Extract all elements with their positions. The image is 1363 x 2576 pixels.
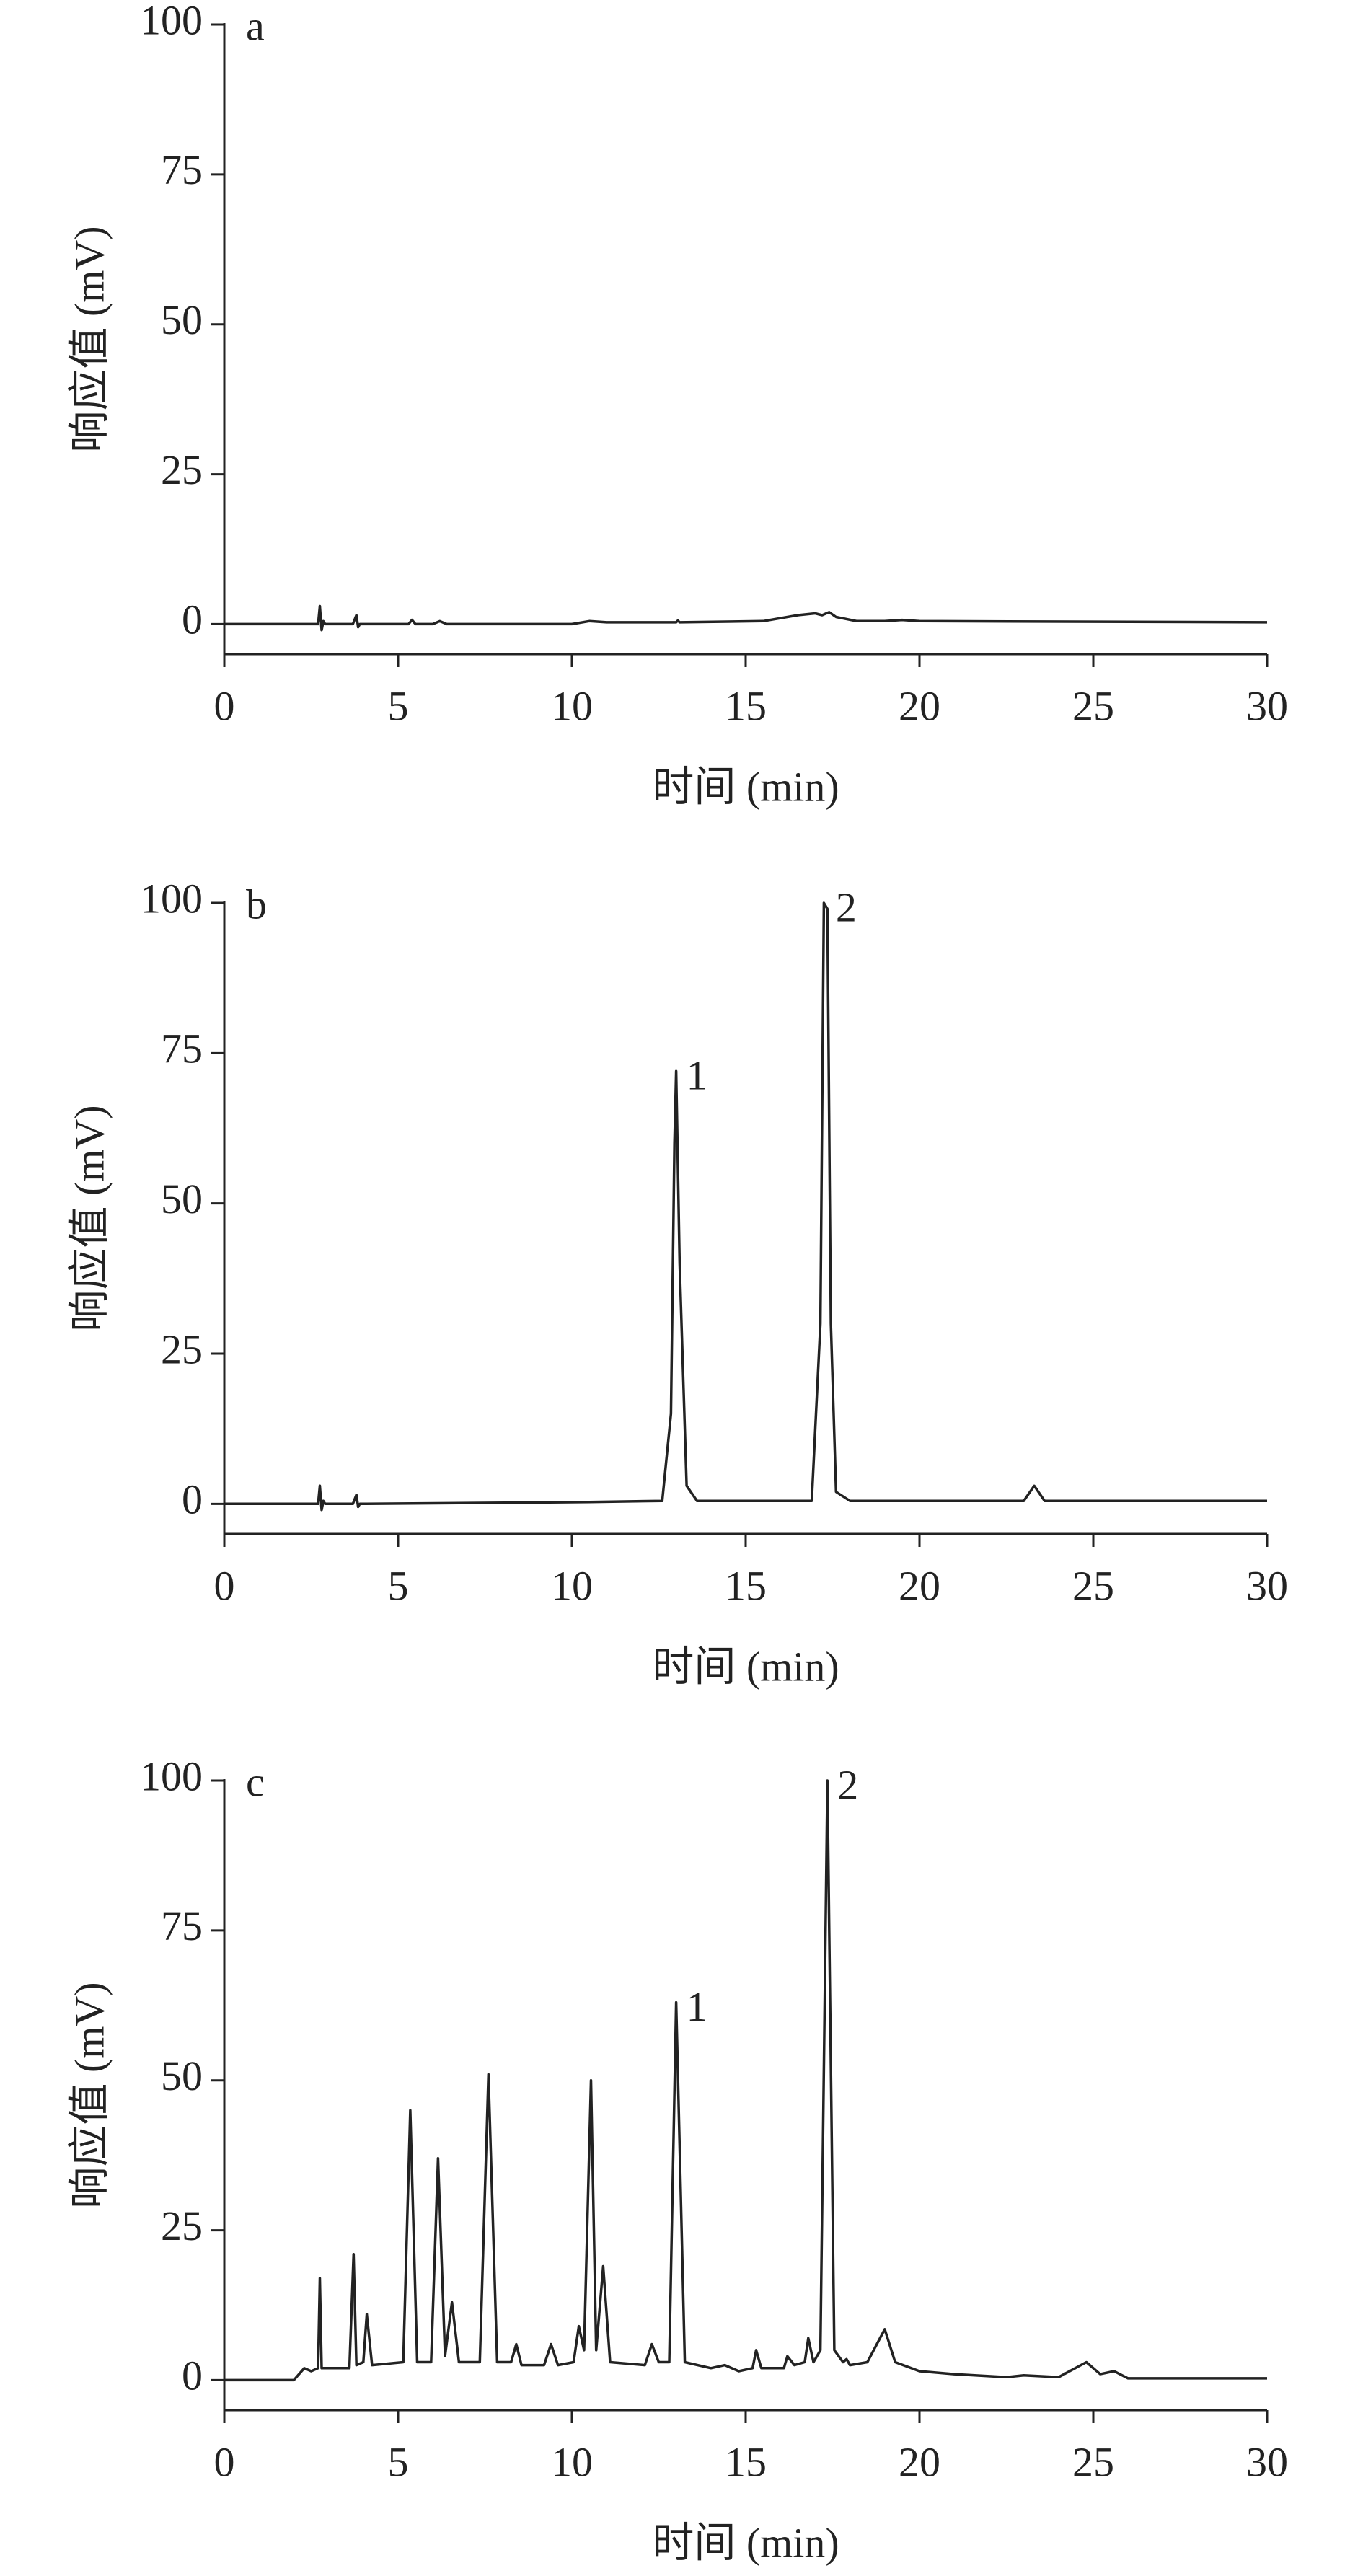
x-tick-label: 5 (388, 2438, 409, 2485)
x-tick-label: 15 (725, 1562, 767, 1609)
y-tick-label: 0 (182, 1476, 203, 1523)
x-tick-label: 0 (214, 2438, 235, 2485)
x-tick-label: 30 (1246, 682, 1288, 729)
x-tick-label: 10 (551, 682, 593, 729)
x-tick-label: 5 (388, 682, 409, 729)
y-tick-label: 25 (161, 1326, 203, 1372)
x-tick-label: 30 (1246, 2438, 1288, 2485)
x-tick-label: 10 (551, 2438, 593, 2485)
panel-label: a (246, 2, 265, 49)
x-tick-label: 25 (1072, 1562, 1114, 1609)
y-tick-label: 75 (161, 1902, 203, 1949)
x-tick-label: 20 (899, 1562, 940, 1609)
peak-label: 1 (687, 1983, 707, 2030)
x-tick-label: 30 (1246, 1562, 1288, 1609)
panel-label: c (246, 1758, 265, 1805)
y-tick-label: 100 (140, 875, 203, 922)
y-tick-label: 0 (182, 596, 203, 643)
x-tick-label: 20 (899, 682, 940, 729)
x-tick-label: 25 (1072, 682, 1114, 729)
y-tick-label: 0 (182, 2352, 203, 2399)
peak-label: 1 (687, 1052, 707, 1099)
x-tick-label: 15 (725, 682, 767, 729)
y-tick-label: 50 (161, 296, 203, 343)
x-tick-label: 20 (899, 2438, 940, 2485)
y-tick-label: 50 (161, 1175, 203, 1222)
y-axis-label: 响应值 (mV) (66, 226, 113, 452)
x-tick-label: 0 (214, 682, 235, 729)
y-axis-label: 响应值 (mV) (66, 1105, 113, 1331)
x-tick-label: 25 (1072, 2438, 1114, 2485)
x-tick-label: 0 (214, 1562, 235, 1609)
y-tick-label: 100 (140, 0, 203, 43)
trace (224, 1779, 1267, 2382)
y-tick-label: 25 (161, 446, 203, 493)
y-axis-label: 响应值 (mV) (66, 1982, 113, 2208)
trace (224, 604, 1268, 632)
x-tick-label: 5 (388, 1562, 409, 1609)
x-axis-label: 时间 (min) (652, 763, 839, 810)
x-tick-label: 15 (725, 2438, 767, 2485)
y-tick-label: 25 (161, 2202, 203, 2249)
x-tick-label: 10 (551, 1562, 593, 1609)
y-tick-label: 100 (140, 1752, 203, 1799)
panel-label: b (246, 881, 267, 927)
trace (224, 901, 1267, 1512)
y-tick-label: 75 (161, 146, 203, 193)
y-tick-label: 50 (161, 2052, 203, 2099)
peak-label: 2 (837, 1761, 858, 1808)
x-axis-label: 时间 (min) (652, 2519, 839, 2566)
y-tick-label: 75 (161, 1025, 203, 1072)
x-axis-label: 时间 (min) (652, 1643, 839, 1690)
peak-label: 2 (836, 883, 857, 930)
